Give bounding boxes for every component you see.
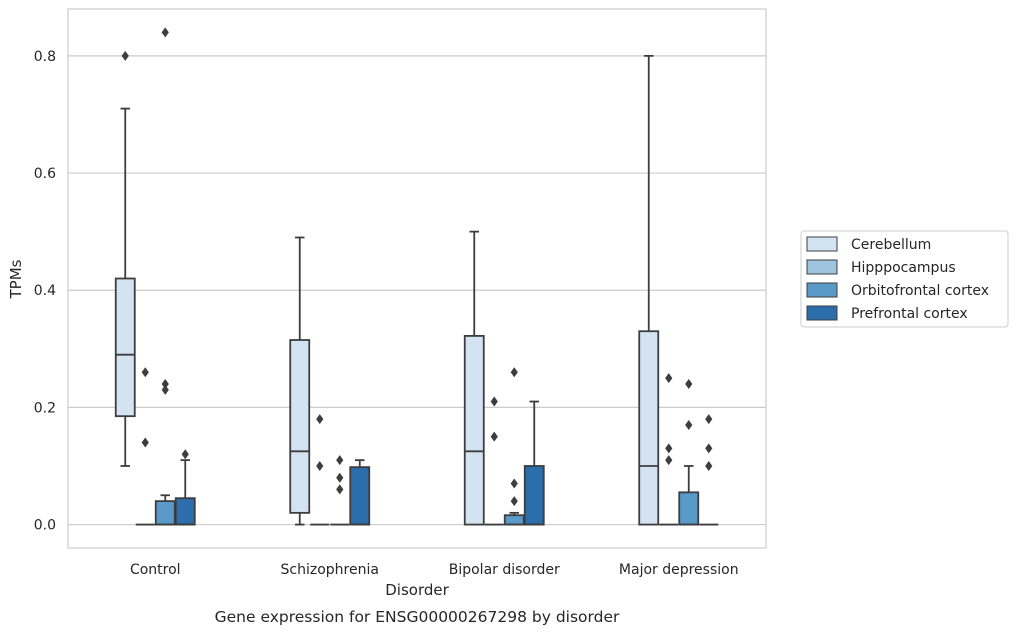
outlier-point xyxy=(685,419,693,430)
outlier-point xyxy=(665,455,673,466)
legend-item: Prefrontal cortex xyxy=(806,305,968,322)
y-axis-label: TPMs xyxy=(7,259,25,299)
legend-item: Cerebellum xyxy=(806,236,931,253)
legend-swatch xyxy=(806,259,838,275)
legend-item: Hipppocampus xyxy=(806,259,956,276)
y-tick-label: 0.2 xyxy=(34,400,56,416)
box-hipppocampus xyxy=(659,373,679,526)
legend-label: Prefrontal cortex xyxy=(851,306,968,322)
outlier-point xyxy=(161,27,169,38)
legend-label: Cerebellum xyxy=(851,237,931,253)
outlier-point xyxy=(141,367,149,378)
outlier-point xyxy=(316,414,324,425)
y-tick-label: 0.8 xyxy=(34,49,56,65)
outlier-point xyxy=(121,50,129,61)
box-orbitofrontal-cortex xyxy=(330,455,350,526)
box-iqr xyxy=(638,330,660,526)
y-tick-label: 0.6 xyxy=(34,166,56,182)
box-iqr xyxy=(289,339,311,514)
box-iqr xyxy=(503,514,525,526)
box-series xyxy=(114,27,719,526)
outlier-point xyxy=(685,378,693,389)
outlier-point xyxy=(141,437,149,448)
legend-swatch xyxy=(806,236,838,252)
outlier-point xyxy=(665,443,673,454)
legend-swatch xyxy=(806,305,838,321)
y-tick-label: 0.4 xyxy=(34,283,56,299)
box-cerebellum xyxy=(638,54,660,526)
outlier-point xyxy=(161,384,169,395)
x-axis-label: Disorder xyxy=(385,581,449,599)
box-orbitofrontal-cortex xyxy=(503,367,525,526)
legend-label: Orbitofrontal cortex xyxy=(851,283,989,299)
box-hipppocampus xyxy=(310,414,330,526)
outlier-point xyxy=(510,478,518,489)
box-iqr xyxy=(678,491,700,526)
outlier-point xyxy=(336,455,344,466)
box-cerebellum xyxy=(463,230,485,526)
chart-caption: Gene expression for ENSG00000267298 by d… xyxy=(215,608,620,626)
box-prefrontal-cortex xyxy=(699,414,719,526)
outlier-point xyxy=(665,373,673,384)
outlier-point xyxy=(510,496,518,507)
x-tick-label: Schizophrenia xyxy=(281,562,379,578)
x-tick-label: Control xyxy=(130,562,181,578)
outlier-point xyxy=(510,367,518,378)
y-tick-label: 0.0 xyxy=(34,518,56,534)
box-orbitofrontal-cortex xyxy=(154,27,176,526)
x-tick-label: Major depression xyxy=(619,562,739,578)
box-hipppocampus xyxy=(135,367,155,526)
legend-label: Hipppocampus xyxy=(851,260,956,276)
legend-item: Orbitofrontal cortex xyxy=(806,282,989,299)
outlier-point xyxy=(181,449,189,460)
box-iqr xyxy=(523,465,545,526)
box-iqr xyxy=(349,466,371,526)
box-iqr xyxy=(174,497,196,526)
box-iqr xyxy=(463,335,485,526)
box-hipppocampus xyxy=(484,396,504,526)
box-iqr xyxy=(114,277,136,418)
box-prefrontal-cortex xyxy=(349,459,371,526)
outlier-point xyxy=(490,396,498,407)
outlier-point xyxy=(705,443,713,454)
outlier-point xyxy=(161,378,169,389)
box-iqr xyxy=(154,500,176,526)
y-tick-labels: 0.0 0.2 0.4 0.6 0.8 xyxy=(34,49,56,534)
outlier-point xyxy=(336,472,344,483)
box-cerebellum xyxy=(289,236,311,526)
outlier-point xyxy=(490,431,498,442)
legend: Cerebellum Hipppocampus Orbitofrontal cort… xyxy=(800,230,1009,328)
x-tick-labels: Control Schizophrenia Bipolar disorder Majo… xyxy=(130,562,739,578)
box-orbitofrontal-cortex xyxy=(678,378,700,526)
x-tick-label: Bipolar disorder xyxy=(449,562,560,578)
outlier-point xyxy=(316,460,324,471)
outlier-point xyxy=(705,414,713,425)
plot-area xyxy=(67,8,767,549)
legend-frame xyxy=(800,230,1009,328)
outlier-point xyxy=(336,484,344,495)
box-prefrontal-cortex xyxy=(523,400,545,526)
box-prefrontal-cortex xyxy=(174,449,196,526)
legend-swatch xyxy=(806,282,838,298)
outlier-point xyxy=(705,460,713,471)
box-cerebellum xyxy=(114,50,136,467)
